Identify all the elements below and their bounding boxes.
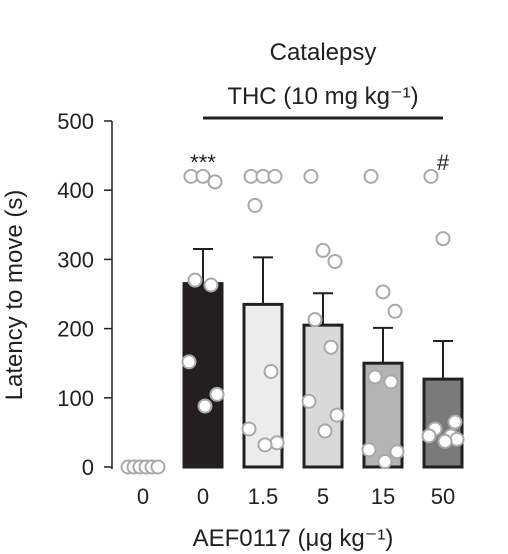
y-axis-label: Latency to move (s) bbox=[1, 190, 28, 401]
x-tick-label: 0 bbox=[137, 484, 149, 509]
chart-title: Catalepsy bbox=[270, 39, 377, 66]
x-tick-label: 50 bbox=[431, 484, 455, 509]
x-tick-label: 15 bbox=[371, 484, 395, 509]
significance-marker: *** bbox=[190, 150, 216, 175]
data-point bbox=[269, 435, 285, 451]
data-point bbox=[207, 174, 223, 190]
data-point bbox=[150, 459, 166, 475]
data-point bbox=[267, 168, 283, 184]
y-tick-label: 0 bbox=[82, 455, 94, 480]
data-point bbox=[181, 354, 197, 370]
data-point bbox=[363, 168, 379, 184]
data-point bbox=[195, 168, 211, 184]
data-point bbox=[387, 303, 403, 319]
data-point bbox=[389, 444, 405, 460]
x-tick-label: 0 bbox=[197, 484, 209, 509]
data-point bbox=[421, 428, 437, 444]
significance-marker: # bbox=[437, 150, 450, 175]
treatment-label: THC (10 mg kg⁻¹) bbox=[227, 83, 418, 110]
x-ticks: 0 0 1.5 5 15 50 bbox=[137, 484, 455, 509]
data-point bbox=[329, 407, 345, 423]
data-points-layer bbox=[120, 168, 465, 475]
y-tick-label: 500 bbox=[57, 109, 94, 134]
data-point bbox=[323, 339, 339, 355]
data-point bbox=[303, 168, 319, 184]
data-point bbox=[423, 168, 439, 184]
significance-markers: *** # bbox=[190, 150, 450, 175]
data-point bbox=[209, 386, 225, 402]
data-point bbox=[257, 437, 273, 453]
data-point bbox=[263, 364, 279, 380]
y-tick-label: 300 bbox=[57, 247, 94, 272]
data-point bbox=[449, 431, 465, 447]
data-point bbox=[241, 421, 257, 437]
bar bbox=[182, 282, 224, 469]
data-point bbox=[435, 231, 451, 247]
data-point bbox=[361, 442, 377, 458]
data-point bbox=[301, 393, 317, 409]
data-point bbox=[307, 312, 323, 328]
data-point bbox=[437, 433, 453, 449]
error-bars-layer bbox=[193, 248, 453, 380]
data-point bbox=[383, 374, 399, 390]
data-point bbox=[447, 414, 463, 430]
data-point bbox=[315, 242, 331, 258]
data-point bbox=[187, 272, 203, 288]
x-axis-label: AEF0117 (μg kg⁻¹) bbox=[193, 525, 394, 552]
x-tick-label: 1.5 bbox=[248, 484, 279, 509]
data-point bbox=[375, 284, 391, 300]
y-tick-label: 200 bbox=[57, 317, 94, 342]
data-point bbox=[377, 453, 393, 469]
data-point bbox=[197, 398, 213, 414]
data-point bbox=[367, 369, 383, 385]
y-ticks: 0 100 200 300 400 500 bbox=[57, 109, 112, 480]
data-point bbox=[247, 197, 263, 213]
y-tick-label: 400 bbox=[57, 178, 94, 203]
data-point bbox=[203, 277, 219, 293]
y-tick-label: 100 bbox=[57, 386, 94, 411]
data-point bbox=[317, 423, 333, 439]
x-tick-label: 5 bbox=[317, 484, 329, 509]
data-point bbox=[327, 253, 343, 269]
